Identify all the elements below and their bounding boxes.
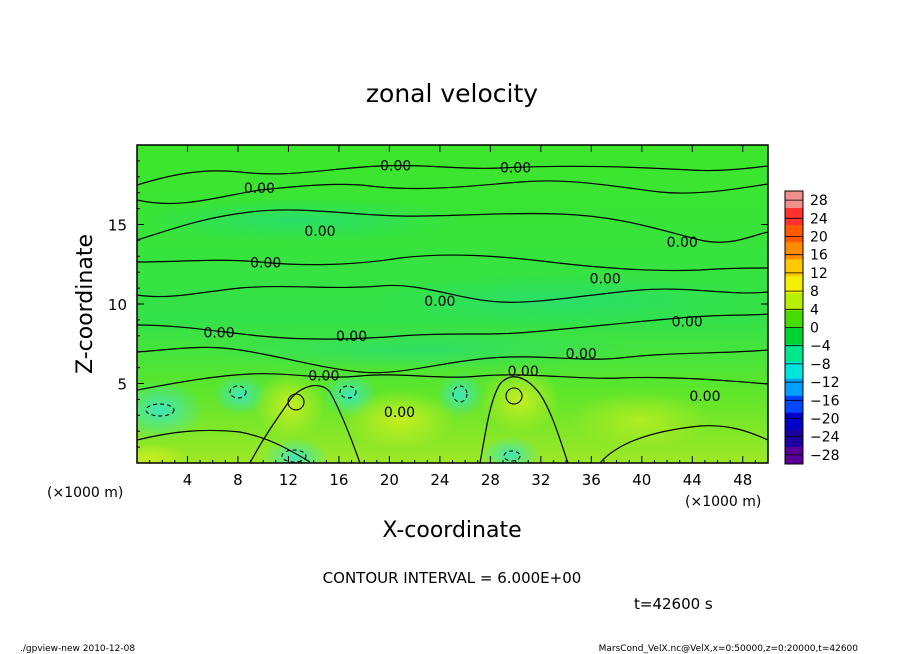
colorbar-tick-label: −24 (810, 430, 840, 446)
x-tick-label: 40 (632, 471, 651, 489)
colorbar-tick-label: 28 (810, 193, 828, 209)
chart-title: zonal velocity (366, 79, 538, 108)
contour-label-layer: 0.00 0.00 0.00 0.00 0.00 0.00 0.00 0.00 0.00 0.00… (203, 159, 720, 421)
contour-lines (137, 165, 768, 463)
x-axis-unit-left: (×1000 m) (47, 485, 123, 501)
x-tick-label: 48 (733, 471, 752, 489)
contour-label: 0.00 (336, 329, 367, 345)
x-tick-label: 12 (279, 471, 298, 489)
colorbar-swatch (785, 446, 803, 465)
colorbar-tick-label: −4 (810, 339, 831, 355)
contour-label: 0.00 (689, 389, 720, 405)
contour-label: 0.00 (244, 181, 275, 197)
colorbar-tick-label: 20 (810, 230, 828, 246)
contour-label: 0.00 (380, 159, 411, 175)
colorbar-swatch (785, 378, 803, 397)
y-tick-label: 10 (108, 296, 127, 314)
colorbar-tick-label: −12 (810, 375, 840, 391)
colorbar-swatch (785, 259, 803, 277)
contour-label: 0.00 (508, 364, 539, 380)
colorbar-swatch (785, 327, 803, 346)
contour-label: 0.00 (250, 256, 281, 272)
footer-program: ./gpview-new 2010-12-08 (20, 644, 135, 654)
x-tick-label: 32 (531, 471, 550, 489)
colorbar-swatch (785, 361, 803, 380)
x-tick-label: 28 (481, 471, 500, 489)
y-tick-label: 5 (117, 376, 127, 394)
y-axis: 5 10 15 (108, 160, 768, 448)
contour-label: 0.00 (308, 369, 339, 385)
colorbar-tick-label: 16 (810, 248, 828, 264)
colorbar-swatch (785, 310, 803, 328)
contour-label: 0.00 (304, 224, 335, 240)
colorbar-swatch (785, 395, 803, 414)
colorbar-tick-label: −16 (810, 393, 840, 409)
contour-label: 0.00 (590, 272, 621, 288)
colorbar-tick-label: 12 (810, 266, 828, 282)
colorbar-tick-label: −8 (810, 357, 831, 373)
colorbar-swatch (785, 293, 803, 311)
y-axis-label: Z-coordinate (73, 234, 98, 374)
colorbar-swatch (785, 276, 803, 294)
plot-area: 0.00 0.00 0.00 0.00 0.00 0.00 0.00 0.00 0.00 0.00… (137, 145, 768, 463)
x-axis-unit-right: (×1000 m) (685, 494, 761, 510)
negative-contours (145, 385, 521, 463)
colorbar-tick-label: 0 (810, 321, 819, 337)
colorbar-tick-label: 8 (810, 284, 819, 300)
x-axis: 4 8 12 16 20 24 28 32 36 40 44 48 (149, 145, 756, 489)
x-axis-label: X-coordinate (382, 518, 521, 543)
time-text: t=42600 s (634, 595, 713, 613)
colorbar-tick-label: 24 (810, 211, 828, 227)
y-tick-label: 15 (108, 217, 127, 235)
colorbar: 28 24 20 16 12 8 4 0 −4 −8 −12 −16 −20 −24 −28 (784, 190, 840, 465)
colorbar-swatch (785, 242, 803, 260)
contour-label: 0.00 (500, 160, 531, 176)
x-tick-label: 20 (380, 471, 399, 489)
contour-interval-text: CONTOUR INTERVAL = 6.000E+00 (323, 569, 582, 587)
colorbar-swatch (785, 429, 803, 448)
x-tick-label: 36 (582, 471, 601, 489)
x-tick-label: 4 (183, 471, 193, 489)
x-tick-label: 16 (329, 471, 348, 489)
colorbar-tick-label: −28 (810, 448, 840, 464)
x-tick-label: 8 (233, 471, 243, 489)
contour-label: 0.00 (566, 346, 597, 362)
contour-label: 0.00 (384, 405, 415, 421)
colorbar-swatch (785, 412, 803, 431)
colorbar-tick-label: 4 (810, 302, 819, 318)
colorbar-swatch (785, 208, 803, 226)
contour-label: 0.00 (424, 294, 455, 310)
x-tick-label: 44 (683, 471, 702, 489)
footer-source: MarsCond_VelX.nc@VelX,x=0:50000,z=0:2000… (599, 644, 859, 654)
contour-label: 0.00 (672, 314, 703, 330)
contour-label: 0.00 (203, 326, 234, 342)
colorbar-swatch (785, 225, 803, 243)
colorbar-swatch (785, 344, 803, 363)
colorbar-tick-label: −20 (810, 412, 840, 428)
x-tick-label: 24 (430, 471, 449, 489)
contour-label: 0.00 (667, 235, 698, 251)
